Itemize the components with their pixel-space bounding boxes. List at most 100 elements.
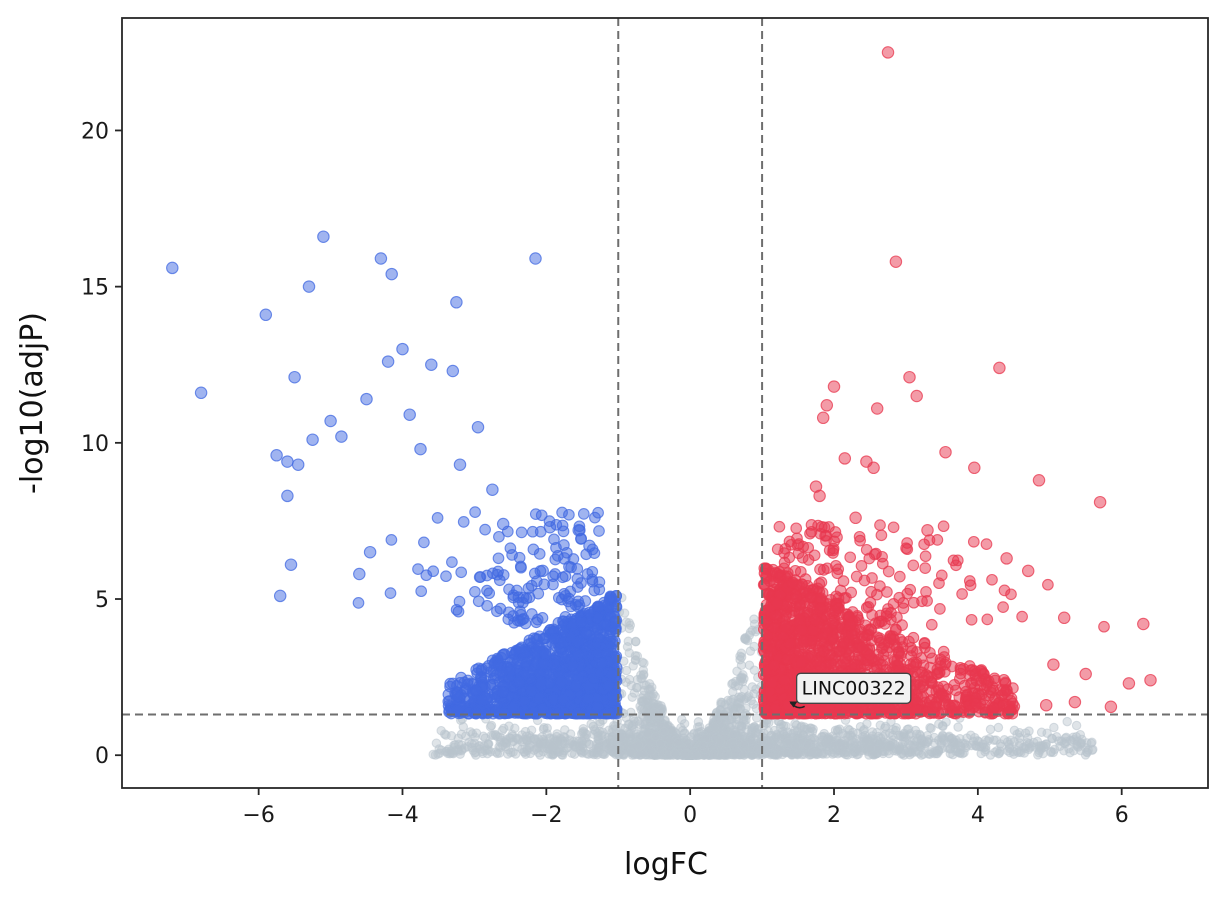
data-point (749, 619, 760, 629)
data-point (775, 730, 786, 741)
data-point (1082, 747, 1092, 758)
data-point (483, 745, 494, 755)
data-point (527, 543, 540, 556)
data-point (514, 642, 527, 655)
data-point (446, 748, 456, 758)
data-point (995, 739, 1006, 749)
data-point (592, 506, 604, 519)
data-point (353, 567, 366, 581)
data-point (381, 355, 395, 368)
data-point (544, 749, 554, 759)
data-point (514, 560, 527, 573)
data-point (451, 690, 464, 703)
data-point (649, 707, 660, 718)
data-point (861, 736, 871, 746)
data-point (284, 558, 298, 571)
data-point (559, 570, 572, 583)
data-point (491, 568, 504, 581)
data-point (575, 615, 588, 628)
data-point (374, 252, 388, 265)
data-point (537, 703, 549, 716)
data-point (577, 740, 587, 750)
data-point (504, 721, 514, 731)
data-point (495, 651, 508, 664)
data-point (440, 570, 452, 583)
data-point (878, 748, 888, 759)
data-point (627, 722, 637, 733)
data-point (914, 748, 924, 758)
data-point (324, 414, 337, 428)
data-point (513, 676, 525, 689)
data-point (599, 749, 610, 760)
data-point (533, 640, 545, 653)
data-point (1071, 720, 1082, 731)
data-point (602, 680, 615, 692)
data-point (571, 636, 584, 649)
data-point (281, 455, 294, 468)
data-point (166, 261, 179, 275)
data-point (677, 714, 687, 725)
data-point (729, 742, 739, 752)
data-point (652, 720, 662, 730)
data-point (385, 267, 398, 281)
data-point (291, 458, 305, 471)
data-point (909, 735, 920, 745)
data-point (586, 565, 599, 578)
data-point (1022, 737, 1032, 748)
data-point (535, 739, 545, 749)
data-point (1059, 746, 1069, 756)
data-point (507, 591, 520, 604)
data-point (496, 685, 509, 698)
data-point (749, 641, 759, 652)
data-point (558, 552, 571, 565)
data-point (572, 649, 585, 662)
data-point (792, 750, 803, 760)
data-point (582, 692, 594, 705)
data-point (659, 726, 669, 737)
data-point (596, 657, 609, 670)
data-point (506, 549, 518, 561)
data-point (994, 748, 1005, 758)
data-point (945, 734, 956, 745)
data-point (741, 693, 751, 704)
data-point (833, 726, 843, 736)
data-point (470, 684, 483, 696)
data-point (479, 523, 491, 536)
data-point (431, 512, 444, 524)
data-point (559, 611, 572, 623)
data-point (415, 585, 428, 598)
data-point (547, 578, 559, 591)
data-point (591, 748, 602, 758)
data-point (875, 733, 886, 743)
data-point (281, 489, 294, 503)
data-point (645, 685, 655, 696)
data-point (925, 722, 935, 733)
data-point (476, 694, 488, 707)
data-point (449, 740, 459, 750)
data-point (602, 706, 615, 719)
data-point (530, 616, 543, 629)
data-point (1062, 716, 1072, 727)
data-point (680, 749, 690, 759)
data-point (933, 735, 944, 745)
data-point (1076, 738, 1086, 748)
data-point (740, 633, 751, 643)
data-point (721, 750, 731, 760)
data-point (862, 719, 872, 729)
data-point (496, 517, 510, 531)
data-point (360, 392, 373, 406)
data-point (524, 731, 535, 741)
data-point (543, 520, 557, 534)
data-point (626, 732, 636, 742)
data-point (525, 684, 538, 697)
data-point (709, 722, 720, 732)
data-point (955, 748, 966, 758)
data-point (446, 556, 458, 568)
data-point (822, 745, 832, 755)
data-point (880, 723, 890, 733)
data-point (715, 736, 726, 746)
data-point (412, 563, 424, 575)
data-point (529, 508, 542, 520)
data-point (741, 703, 751, 713)
